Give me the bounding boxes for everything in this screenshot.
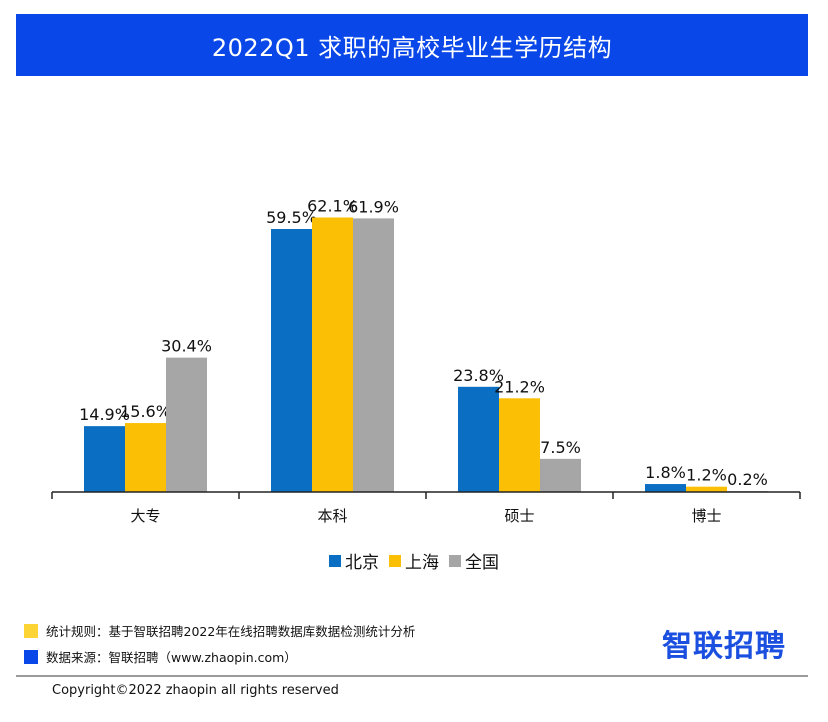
- data-label-benke-national: 61.9%: [348, 197, 399, 216]
- bar-boshi-shanghai: [686, 486, 727, 492]
- footer-divider: [16, 675, 808, 677]
- bar-boshi-beijing: [645, 484, 686, 492]
- bar-shuoshi-national: [540, 458, 581, 492]
- legend-swatch-shanghai: [389, 554, 401, 567]
- category-label-dazhuan: 大专: [130, 507, 160, 525]
- data-label-shuoshi-shanghai: 21.2%: [494, 377, 545, 396]
- copyright-text: Copyright©2022 zhaopin all rights reserv…: [52, 683, 339, 698]
- data-label-dazhuan-beijing: 14.9%: [79, 405, 130, 424]
- legend-label-national: 全国: [465, 553, 499, 573]
- rule-marker: [24, 623, 38, 638]
- title-bar: 2022Q1 求职的高校毕业生学历结构: [16, 14, 808, 76]
- data-label-benke-beijing: 59.5%: [266, 208, 317, 227]
- data-label-shuoshi-beijing: 23.8%: [453, 366, 504, 385]
- bar-benke-national: [353, 218, 394, 493]
- footer-source: 数据来源：智联招聘（www.zhaopin.com）: [24, 647, 297, 666]
- legend-label-beijing: 北京: [345, 553, 379, 573]
- legend-swatch-beijing: [329, 554, 341, 567]
- data-label-boshi-shanghai: 1.2%: [686, 466, 727, 485]
- source-text: 数据来源：智联招聘（www.zhaopin.com）: [46, 650, 297, 665]
- bar-dazhuan-beijing: [84, 426, 125, 492]
- category-label-benke: 本科: [317, 507, 347, 525]
- footer-rule: 统计规则：基于智联招聘2022年在线招聘数据库数据检测统计分析: [24, 621, 415, 640]
- legend-item-beijing: 北京: [329, 548, 379, 573]
- legend-swatch-national: [449, 554, 461, 567]
- data-label-boshi-national: 0.2%: [727, 470, 768, 489]
- bar-shuoshi-beijing: [458, 386, 499, 492]
- data-label-boshi-beijing: 1.8%: [645, 463, 686, 482]
- bar-dazhuan-shanghai: [125, 423, 166, 492]
- legend-item-shanghai: 上海: [389, 548, 439, 573]
- rule-text: 统计规则：基于智联招聘2022年在线招聘数据库数据检测统计分析: [46, 624, 416, 639]
- legend: 北京 上海 全国: [0, 548, 828, 573]
- bar-dazhuan-national: [166, 357, 207, 492]
- source-marker: [24, 649, 38, 664]
- chart-title: 2022Q1 求职的高校毕业生学历结构: [211, 33, 613, 62]
- bar-benke-shanghai: [312, 217, 353, 492]
- legend-item-national: 全国: [449, 548, 499, 573]
- bar-benke-beijing: [271, 229, 312, 492]
- category-label-shuoshi: 硕士: [504, 507, 534, 525]
- category-label-boshi: 博士: [691, 507, 721, 525]
- data-label-dazhuan-national: 30.4%: [161, 337, 212, 356]
- bar-chart: 14.9% 59.5% 23.8% 1.8% 15.6% 62.1% 21.2% 1.2% 30…: [51, 197, 801, 525]
- bar-shuoshi-shanghai: [499, 398, 540, 492]
- legend-label-shanghai: 上海: [405, 553, 439, 573]
- zhaopin-logo: 智联招聘: [662, 629, 786, 664]
- data-label-shuoshi-national: 7.5%: [540, 438, 581, 457]
- data-label-benke-shanghai: 62.1%: [307, 197, 358, 216]
- data-label-dazhuan-shanghai: 15.6%: [120, 402, 171, 421]
